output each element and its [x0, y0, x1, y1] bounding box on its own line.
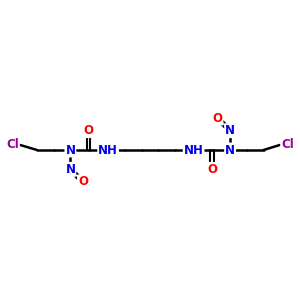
Text: N: N: [225, 143, 235, 157]
Text: NH: NH: [184, 143, 204, 157]
Text: Cl: Cl: [6, 139, 19, 152]
Text: O: O: [84, 124, 94, 137]
Text: Cl: Cl: [281, 139, 294, 152]
Text: N: N: [225, 124, 235, 137]
Text: O: O: [212, 112, 223, 124]
Text: O: O: [207, 163, 217, 176]
Text: N: N: [65, 143, 75, 157]
Text: O: O: [78, 176, 88, 188]
Text: NH: NH: [98, 143, 118, 157]
Text: N: N: [65, 163, 75, 176]
